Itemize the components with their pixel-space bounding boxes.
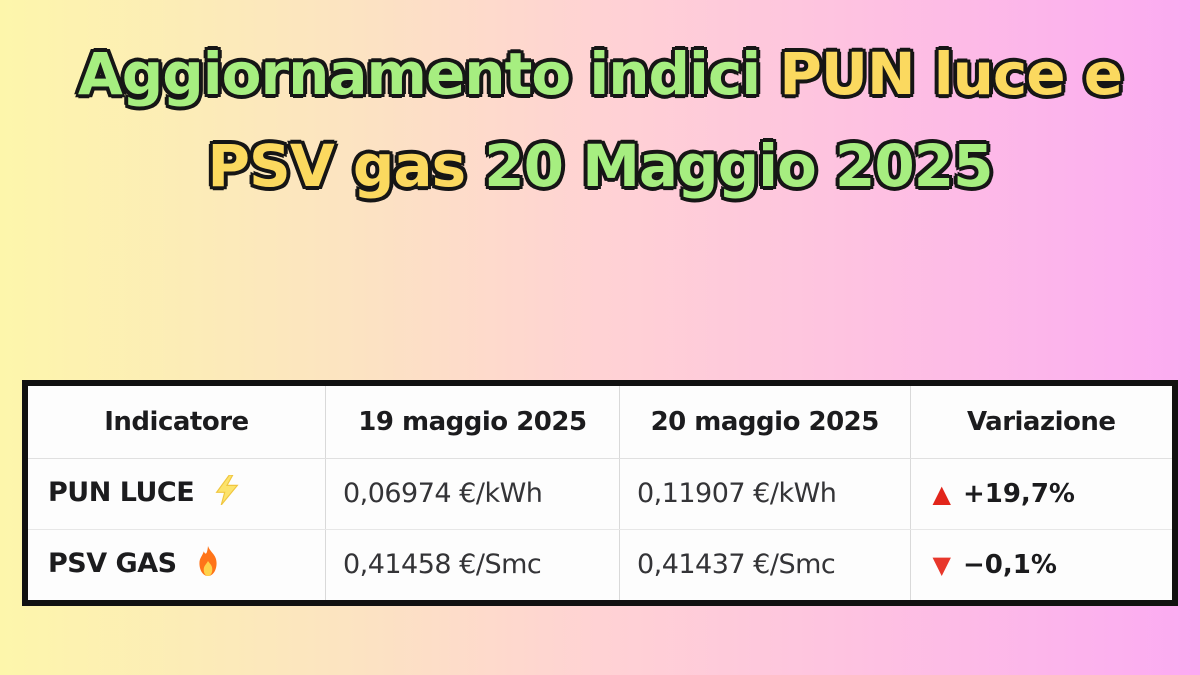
lightning-icon (213, 474, 241, 512)
header-variazione: Variazione (910, 386, 1172, 459)
value-pun-prev: 0,06974 €/kWh (325, 458, 620, 530)
title-segment-green-1: Aggiornamento indici (77, 39, 762, 109)
indicator-psv-gas: PSV GAS (28, 529, 326, 600)
title-line-2: PSV gas 20 Maggio 2025 (0, 120, 1200, 212)
header-indicatore: Indicatore (28, 386, 326, 459)
title-line-1: Aggiornamento indici PUN luce e (0, 28, 1200, 120)
down-triangle-icon: ▼ (932, 550, 951, 579)
variation-value: +19,7% (962, 478, 1075, 509)
table-header-row: Indicatore 19 maggio 2025 20 maggio 2025… (28, 386, 1172, 459)
indicator-label: PUN LUCE (48, 477, 195, 509)
value-psv-prev: 0,41458 €/Smc (325, 529, 620, 600)
indicator-pun-luce: PUN LUCE (28, 458, 326, 530)
table-row-pun-luce: PUN LUCE 0,06974 €/kWh 0,11907 €/kWh ▲ +1… (28, 458, 1172, 530)
title-segment-yellow-2: PSV gas (207, 131, 468, 201)
fire-icon (195, 546, 221, 583)
variation-value: −0,1% (962, 549, 1057, 580)
value-pun-curr: 0,11907 €/kWh (619, 458, 911, 530)
value-psv-curr: 0,41437 €/Smc (619, 529, 911, 600)
page-title: Aggiornamento indici PUN luce e PSV gas … (0, 28, 1200, 212)
variation-psv: ▼ −0,1% (910, 529, 1172, 600)
header-19-maggio: 19 maggio 2025 (325, 386, 620, 459)
variation-pun: ▲ +19,7% (910, 458, 1172, 530)
indices-table: Indicatore 19 maggio 2025 20 maggio 2025… (22, 380, 1178, 606)
up-triangle-icon: ▲ (932, 479, 951, 508)
indicator-label: PSV GAS (48, 548, 177, 580)
title-segment-green-2: 20 Maggio 2025 (465, 131, 994, 201)
header-20-maggio: 20 maggio 2025 (619, 386, 911, 459)
title-segment-yellow-1: PUN luce e (760, 39, 1124, 109)
table-row-psv-gas: PSV GAS 0,41458 €/Smc 0,41437 €/Smc ▼ −0,… (28, 529, 1172, 600)
